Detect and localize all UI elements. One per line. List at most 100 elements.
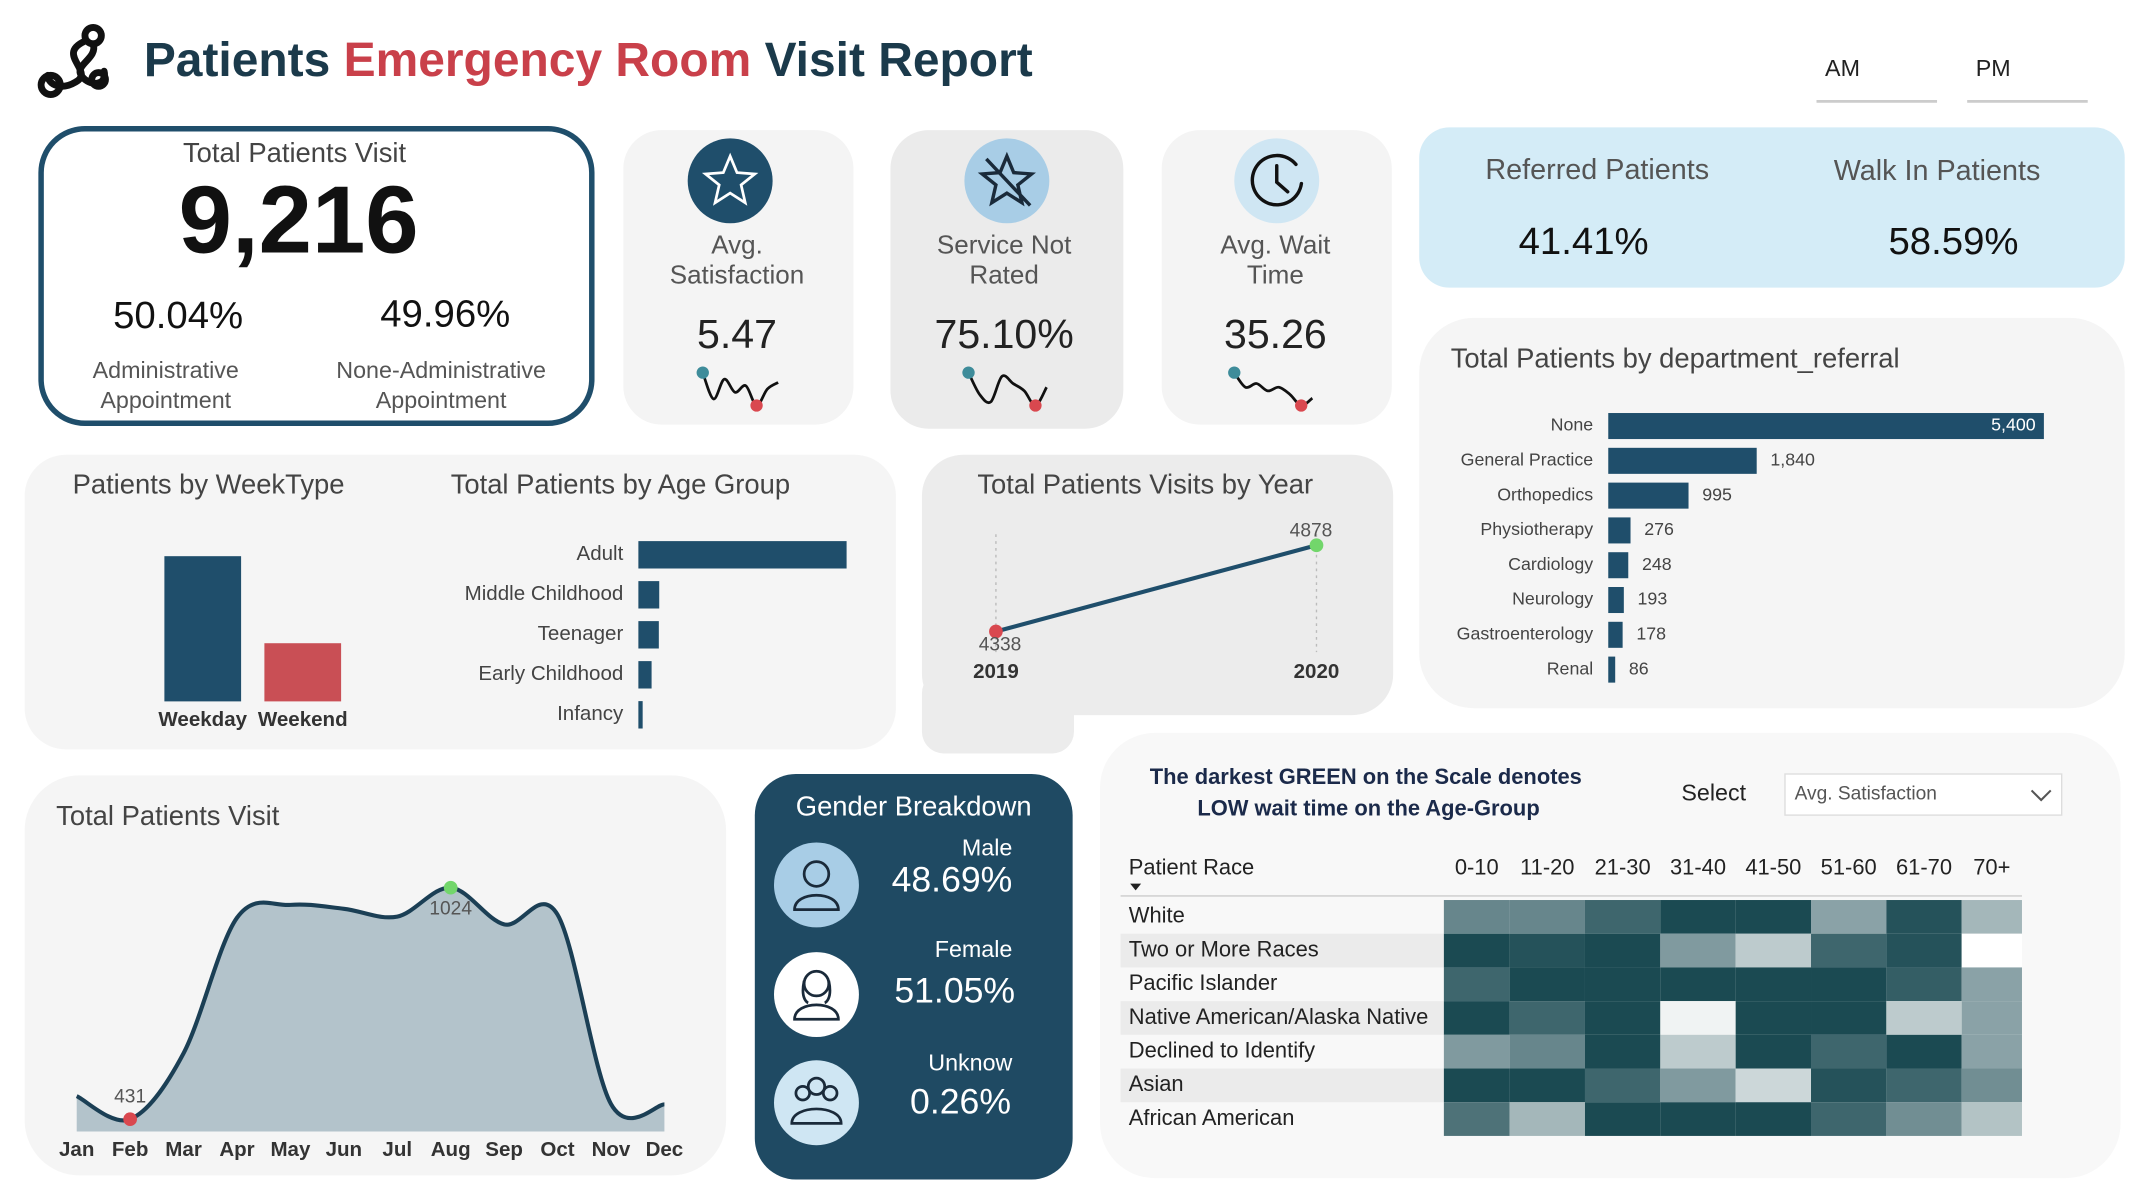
kpi-label: Service Not Rated: [936, 231, 1072, 291]
bar: [638, 541, 847, 569]
heat-cell: [1735, 1034, 1812, 1069]
kpi-value: 49.96%: [380, 293, 510, 336]
heat-cell: [1660, 900, 1736, 934]
gender-label: Unknow: [928, 1050, 1012, 1076]
x-tick-label: May: [270, 1138, 311, 1161]
column-header: 21-30: [1595, 854, 1651, 879]
row-label: Asian: [1129, 1071, 1184, 1096]
column-header[interactable]: Patient Race: [1129, 854, 1254, 879]
kpi-label: Avg. Wait Time: [1220, 231, 1331, 291]
marker: [123, 1112, 137, 1127]
y-tick-label: None: [1551, 415, 1594, 435]
row-band: [1120, 1001, 1444, 1035]
kpi-value: 35.26: [1224, 311, 1327, 357]
gender-label: Male: [962, 834, 1012, 860]
title-part: Emergency Room: [344, 34, 752, 87]
panel: [921, 454, 1394, 716]
row-label: Native American/Alaska Native: [1129, 1004, 1429, 1029]
kpi-value: 50.04%: [113, 294, 243, 337]
note: The darkest GREEN on the Scale denotes: [1150, 764, 1582, 789]
filter-button[interactable]: AM: [1825, 55, 1860, 81]
kpi-value: 41.41%: [1519, 220, 1649, 263]
marker: [1309, 538, 1324, 553]
card-title: Total Patients Visit: [183, 137, 407, 168]
column-header: 61-70: [1896, 854, 1952, 879]
heat-cell: [1886, 900, 1962, 934]
x-tick-label: Oct: [540, 1138, 574, 1161]
data-label: 5,400: [1991, 415, 2036, 435]
bar: [1608, 552, 1629, 579]
dropdown-value[interactable]: Avg. Satisfaction: [1795, 784, 1937, 805]
kpi-value: 58.59%: [1888, 220, 2018, 263]
heat-cell: [1735, 1102, 1812, 1136]
heat-cell: [1660, 967, 1736, 1002]
heat-cell: [1961, 1102, 2022, 1136]
heat-cell: [1660, 1001, 1736, 1035]
kpi-label: Referred Patients: [1485, 154, 1709, 186]
logo: [37, 23, 109, 98]
kpi-label: None-Administrative Appointment: [336, 357, 546, 414]
heat-cell: [1811, 967, 1887, 1002]
y-tick-label: Orthopedics: [1497, 484, 1593, 504]
heat-cell: [1584, 967, 1661, 1002]
bar: [1608, 621, 1623, 648]
heat-cell: [1961, 1034, 2022, 1069]
heat-cell: [1660, 1068, 1736, 1103]
row-band: [1120, 933, 1444, 968]
row-label: White: [1129, 903, 1185, 928]
bar: [1608, 482, 1689, 509]
kpi-label: Avg. Satisfaction: [669, 231, 805, 291]
heat-cell: [1886, 933, 1962, 968]
gender-value: 0.26%: [910, 1082, 1011, 1122]
data-label: 248: [1642, 554, 1672, 574]
heat-cell: [1509, 1068, 1585, 1103]
kpi-value: 75.10%: [934, 311, 1073, 357]
heat-cell: [1660, 933, 1736, 968]
y-tick-label: General Practice: [1461, 450, 1594, 470]
line: [995, 543, 1318, 634]
start-dot: [962, 366, 975, 379]
heat-cell: [1886, 1068, 1962, 1103]
y-tick-label: Teenager: [538, 622, 624, 645]
min-dot: [1295, 399, 1308, 412]
sparkline: [701, 372, 779, 407]
y-tick-label: Gastroenterology: [1457, 624, 1594, 644]
heat-cell: [1961, 900, 2022, 934]
x-tick-label: Jul: [382, 1138, 412, 1161]
bar: [1608, 413, 2044, 440]
data-label: 4878: [1290, 521, 1333, 542]
gender-value: 48.69%: [892, 860, 1013, 900]
heat-cell: [1584, 1034, 1661, 1069]
heat-cell: [1443, 1102, 1510, 1136]
heat-cell: [1443, 1034, 1510, 1069]
y-tick-label: Neurology: [1512, 589, 1593, 609]
heat-cell: [1886, 967, 1962, 1002]
kpi-value: 9,216: [179, 167, 419, 274]
note: LOW wait time on the Age-Group: [1197, 795, 1539, 820]
filter-button[interactable]: PM: [1976, 55, 2011, 81]
column-header: 70+: [1973, 854, 2010, 879]
row-label: African American: [1129, 1105, 1295, 1130]
heat-cell: [1735, 967, 1812, 1002]
heat-cell: [1886, 1102, 1962, 1136]
star-icon: [701, 152, 759, 206]
heat-cell: [1735, 1068, 1812, 1103]
heat-cell: [1509, 967, 1585, 1002]
heat-cell: [1811, 900, 1887, 934]
chart-title: Total Patients Visits by Year: [977, 469, 1313, 500]
column-header: 11-20: [1520, 854, 1574, 879]
panel-title: Gender Breakdown: [796, 790, 1032, 821]
data-label: 1024: [429, 899, 472, 920]
card: [38, 126, 595, 427]
heat-cell: [1811, 1034, 1887, 1069]
heat-cell: [1584, 900, 1661, 934]
row-label: Two or More Races: [1129, 936, 1319, 961]
heat-cell: [1735, 900, 1812, 934]
heat-cell: [1443, 1068, 1510, 1103]
dropdown[interactable]: [1784, 773, 2063, 816]
heat-cell: [1509, 1001, 1585, 1035]
title-part: Patients: [144, 34, 330, 87]
